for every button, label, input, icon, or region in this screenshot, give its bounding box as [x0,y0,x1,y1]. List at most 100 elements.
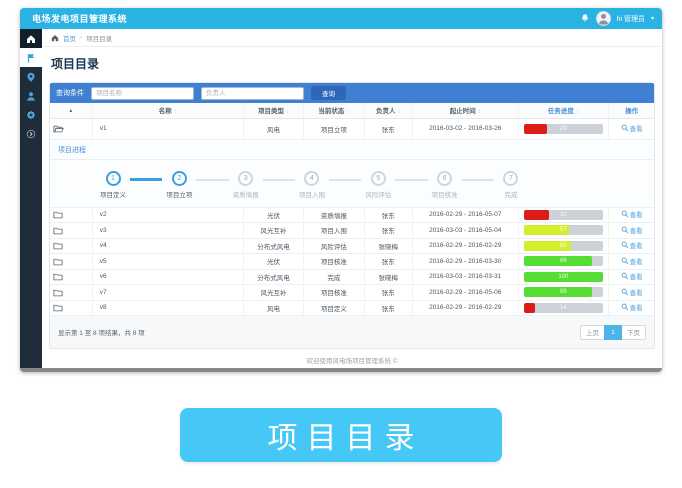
sidebar-item-home[interactable] [20,29,42,48]
sidebar-item-users[interactable] [20,86,42,105]
sort-icon: ↕ [477,109,481,116]
step-label: 项目定义 [100,191,126,199]
row-expand-cell[interactable] [50,238,93,254]
prev-page-button[interactable]: 上页 [580,324,605,340]
project-period: 2016-03-03 - 2016-03-31 [412,269,519,285]
row-expand-cell[interactable] [50,207,93,223]
view-link[interactable]: 查看 [621,271,643,281]
view-link[interactable]: 查看 [621,240,643,250]
folder-icon [53,124,89,133]
project-status: 项目核准 [303,284,365,301]
table-row[interactable]: v5 光伏 项目核准 张东 2016-02-29 - 2016-03-30 86… [50,253,654,270]
step-number: 7 [503,170,519,186]
caret-down-icon[interactable]: ▾ [650,15,654,22]
page-1-button[interactable]: 1 [604,324,622,340]
project-name: v1 [92,118,244,140]
process-step-5: 5 风险评估 [361,170,395,199]
bell-icon[interactable] [580,13,590,24]
progress-bar: 29 [523,123,604,134]
progress-cell: 86 [518,284,610,301]
table-row[interactable]: v8 风电 项目定义 张东 2016-02-29 - 2016-02-29 14… [50,300,654,316]
progress-cell: 100 [518,269,610,285]
next-page-button[interactable]: 下页 [621,324,646,340]
progress-value: 86 [560,258,567,265]
project-name-input[interactable] [91,86,194,100]
sidebar-item-projects[interactable] [20,48,42,67]
table-row[interactable]: v3 风光互补 项目入围 张东 2016-03-03 - 2016-05-04 … [50,222,654,239]
column-header[interactable]: 操作 [608,103,654,119]
step-connector [196,178,229,181]
progress-value: 14 [560,304,567,311]
sort-icon: ↕ [575,109,579,116]
sidebar-item-map[interactable] [20,67,42,86]
project-type: 风电 [243,118,305,140]
owner-input[interactable] [201,86,304,100]
progress-bar: 60 [523,240,604,251]
row-expand-cell[interactable] [50,269,93,285]
progress-fill [523,123,547,134]
progress-bar: 14 [523,302,604,313]
table-row[interactable]: v7 风光互补 项目核准 张东 2016-02-29 - 2016-05-06 … [50,284,654,301]
project-name: v8 [92,300,244,316]
column-header[interactable]: 任务进度 ↕ [518,103,610,119]
avatar[interactable] [595,11,611,26]
gear-icon [26,110,36,120]
column-header[interactable]: 当前状态 ↕ [303,103,365,119]
magnifier-icon [621,288,628,295]
folder-icon [53,257,89,266]
app-window: 电场发电项目管理系统 hi 管理员 ▾ [20,8,662,372]
view-link[interactable]: 查看 [621,225,643,235]
step-connector [130,177,163,181]
progress-cell: 57 [518,222,610,239]
project-owner: 张晓梅 [364,238,413,254]
table-body: v1 风电 项目立项 张东 2016-03-02 - 2016-03-26 29… [50,118,654,316]
progress-fill [523,256,592,267]
app-title: 电场发电项目管理系统 [32,14,128,24]
process-link[interactable]: 项目进程 [58,146,86,154]
row-expand-cell[interactable] [50,222,93,239]
table-row[interactable]: v2 光伏 资质填报 张东 2016-02-29 - 2016-05-07 32… [50,207,654,223]
sort-icon: ↕ [285,109,289,116]
project-type: 分布式风电 [243,238,305,254]
row-expand-cell[interactable] [50,300,93,316]
column-header[interactable]: 起止时间 ↕ [412,103,519,119]
magnifier-icon [621,272,628,280]
column-header[interactable]: 名称 ↕ [92,103,244,119]
row-expand-cell[interactable] [50,118,93,140]
table-header-row: ▲ 名称 ↕ 项目类型 ↕ 当前状态 ↕ 负责人 ↕ 起止时间 ↕ 任务进度 ↕ 操作 [50,103,654,119]
progress-value: 86 [560,289,567,296]
column-header[interactable]: 负责人 ↕ [364,103,413,119]
table-row[interactable]: v4 分布式风电 风险评估 张晓梅 2016-02-29 - 2016-02-2… [50,238,654,254]
project-status: 完成 [303,269,365,285]
row-expand-cell[interactable] [50,253,93,270]
process-step-3: 3 资质填报 [229,170,263,199]
location-pin-icon [26,72,36,82]
row-expand-cell[interactable] [50,284,93,301]
sidebar-item-settings[interactable] [20,105,42,124]
search-button[interactable]: 查询 [311,86,346,100]
progress-bar: 86 [523,256,604,267]
view-link[interactable]: 查看 [621,209,643,219]
view-link[interactable]: 查看 [621,123,643,133]
projects-panel: 查询条件 查询 ▲ 名称↕项 [49,82,655,349]
project-type: 光伏 [243,253,305,270]
view-link[interactable]: 查看 [621,287,643,297]
window-bottom-edge [20,368,662,372]
view-link[interactable]: 查看 [621,302,643,312]
table-row[interactable]: v6 分布式风电 完成 张晓梅 2016-03-03 - 2016-03-31 … [50,269,654,285]
view-link[interactable]: 查看 [621,256,643,266]
expanded-process-row: 项目进程 1 项目定义 2 项目立项 3 资质填报 4 项目入围 5 风险评估 6 项目核准 7 完成 [50,139,654,208]
breadcrumb-home-icon[interactable] [51,34,59,42]
expand-column-header[interactable]: ▲ [50,103,93,119]
breadcrumb-home[interactable]: 首页 [63,35,76,43]
project-period: 2016-02-29 - 2016-02-29 [412,238,519,254]
project-status: 项目定义 [303,300,365,316]
progress-bar: 86 [523,287,604,298]
sidebar-item-collapse[interactable] [20,124,42,143]
step-number: 2 [171,170,187,186]
user-greeting[interactable]: hi 管理员 [616,15,645,23]
step-label: 项目入围 [298,191,325,199]
progress-cell: 29 [518,118,610,140]
table-row[interactable]: v1 风电 项目立项 张东 2016-03-02 - 2016-03-26 29… [50,118,654,140]
column-header[interactable]: 项目类型 ↕ [243,103,305,119]
